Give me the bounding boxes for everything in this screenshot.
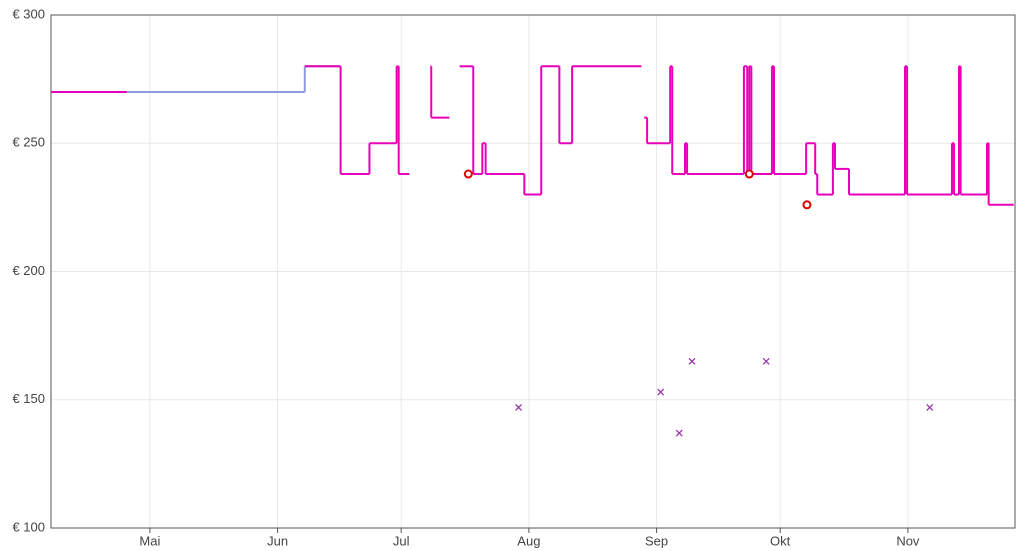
x-tick-label: Jul [393, 533, 410, 548]
cross-stroke [657, 388, 665, 396]
cross-stroke [926, 403, 934, 411]
x-tick-label: Okt [770, 533, 791, 548]
x-tick-label: Mai [139, 533, 160, 548]
deal-marker [515, 403, 523, 411]
deal-marker [688, 357, 696, 365]
y-tick-label: € 250 [12, 135, 45, 150]
deal-marker [657, 388, 665, 396]
y-tick-label: € 100 [12, 519, 45, 534]
x-tick-label: Nov [896, 533, 920, 548]
x-tick-label: Jun [267, 533, 288, 548]
deal-marker [675, 429, 683, 437]
deal-marker [762, 357, 770, 365]
x-tick-label: Sep [645, 533, 668, 548]
x-tick-label: Aug [517, 533, 540, 548]
cross-stroke [688, 357, 696, 365]
cross-stroke [675, 429, 683, 437]
price-marker [802, 200, 812, 210]
cross-stroke [762, 357, 770, 365]
price-marker [744, 169, 754, 179]
y-tick-label: € 150 [12, 391, 45, 406]
y-tick-label: € 300 [12, 6, 45, 21]
y-tick-label: € 200 [12, 263, 45, 278]
deal-marker [926, 403, 934, 411]
price-marker [463, 169, 473, 179]
cross-stroke [515, 403, 523, 411]
plot-frame [50, 14, 1016, 529]
